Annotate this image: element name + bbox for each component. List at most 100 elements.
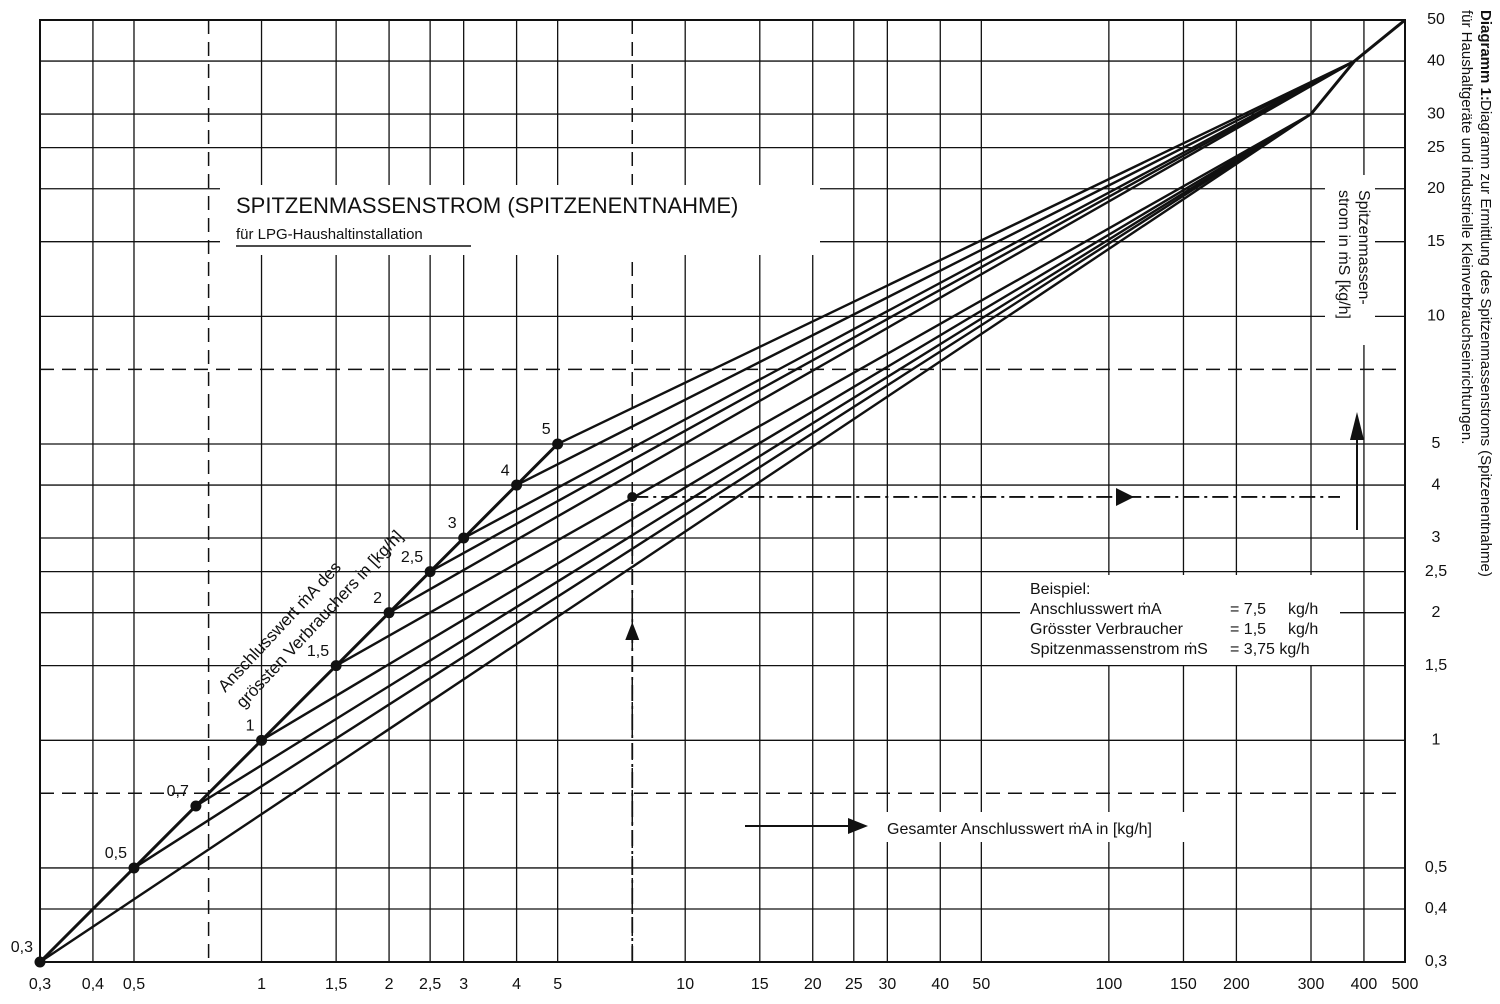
x-axis-label: Gesamter Anschlusswert ṁA in [kg/h] xyxy=(887,821,1152,838)
point xyxy=(128,862,140,874)
point-label: 4 xyxy=(501,462,510,479)
point xyxy=(330,660,342,672)
example-arrowhead xyxy=(1116,487,1134,506)
point-label: 0,5 xyxy=(105,845,127,862)
example-backdrop xyxy=(1020,575,1340,665)
point xyxy=(511,479,523,491)
x-tick-label: 10 xyxy=(676,976,694,993)
curve xyxy=(133,113,1312,869)
point xyxy=(383,607,395,619)
y-tick-label: 20 xyxy=(1427,180,1445,197)
example-rows: Anschlusswert ṁA = 7,5 kg/h Grösster Verbra… xyxy=(1030,601,1318,658)
x-tick-label: 3 xyxy=(459,976,468,993)
y-axis-label: Spitzenmassen- xyxy=(1355,190,1372,305)
example-text: = 1,5 xyxy=(1230,621,1266,638)
y-tick-label: 25 xyxy=(1427,139,1445,156)
point xyxy=(190,800,202,812)
y-tick-label: 0,3 xyxy=(1425,953,1447,970)
point xyxy=(458,532,470,544)
point-label: 2,5 xyxy=(401,549,423,566)
x-tick-label: 2 xyxy=(385,976,394,993)
trunk-curve xyxy=(1309,18,1406,116)
point-label: 5 xyxy=(542,421,551,438)
x-tick-label: 40 xyxy=(931,976,949,993)
y-tick-label: 40 xyxy=(1427,52,1445,69)
y-tick-label: 15 xyxy=(1427,233,1445,250)
x-tick-label: 5 xyxy=(553,976,562,993)
y-tick-label: 0,4 xyxy=(1425,900,1447,917)
example-text: Grösster Verbraucher xyxy=(1030,621,1184,638)
x-tick-label: 4 xyxy=(512,976,521,993)
envelope-curve xyxy=(38,442,559,964)
x-tick-label: 1,5 xyxy=(325,976,347,993)
y-tick-label: 4 xyxy=(1432,476,1441,493)
y-tick-label: 3 xyxy=(1432,529,1441,546)
y-arrowhead xyxy=(1350,412,1364,440)
y-tick-label: 0,5 xyxy=(1425,859,1447,876)
example-point xyxy=(627,491,638,502)
example-arrowhead xyxy=(625,622,640,640)
x-tick-label: 0,4 xyxy=(82,976,104,993)
y-tick-label: 10 xyxy=(1427,308,1445,325)
x-tick-label: 0,5 xyxy=(123,976,145,993)
x-tick-label: 25 xyxy=(845,976,863,993)
curve xyxy=(463,60,1356,540)
example-text: Spitzenmassenstrom ṁS xyxy=(1030,641,1208,658)
example-text: = 3,75 kg/h xyxy=(1230,641,1310,658)
point-label: 3 xyxy=(448,515,457,532)
curve xyxy=(39,113,1312,963)
curve xyxy=(335,113,1312,667)
point-label: 0,3 xyxy=(11,939,33,956)
example-title: Beispiel: xyxy=(1030,581,1090,598)
side-text: Diagramm zur Ermittlung des Spitzenmasse… xyxy=(1477,100,1494,577)
curve xyxy=(260,113,1312,742)
point xyxy=(552,438,564,450)
curve xyxy=(516,60,1356,487)
x-tick-label: 15 xyxy=(751,976,769,993)
y-tick-label: 1 xyxy=(1432,732,1441,749)
point xyxy=(34,956,46,968)
curve xyxy=(195,113,1312,808)
y-tick-label: 50 xyxy=(1427,11,1445,28)
chart-subtitle: für LPG-Haushaltinstallation xyxy=(236,226,423,243)
point-label: 0,7 xyxy=(167,783,189,800)
x-tick-label: 2,5 xyxy=(419,976,441,993)
x-arrowhead xyxy=(848,818,868,834)
title-backdrop xyxy=(220,185,820,255)
ylabel-backdrop xyxy=(1325,175,1375,345)
example-text: kg/h xyxy=(1288,601,1318,618)
x-tick-label: 100 xyxy=(1096,976,1123,993)
point-label: 1,5 xyxy=(307,643,329,660)
x-tick-label: 300 xyxy=(1298,976,1325,993)
x-tick-label: 200 xyxy=(1223,976,1250,993)
x-tick-label: 0,3 xyxy=(29,976,51,993)
point xyxy=(424,566,436,578)
example-text: kg/h xyxy=(1288,621,1318,638)
x-tick-label: 1 xyxy=(257,976,266,993)
point xyxy=(256,734,268,746)
y-tick-label: 30 xyxy=(1427,105,1445,122)
point-label: 2 xyxy=(373,590,382,607)
x-tick-label: 50 xyxy=(972,976,990,993)
example-text: Anschlusswert ṁA xyxy=(1030,601,1162,618)
x-tick-label: 20 xyxy=(804,976,822,993)
x-tick-label: 30 xyxy=(878,976,896,993)
point-label: 1 xyxy=(246,718,255,735)
grid-layer xyxy=(39,19,1406,963)
side-text: für Haushaltgeräte und industrielle Klei… xyxy=(1458,10,1475,444)
x-tick-label: 400 xyxy=(1351,976,1378,993)
curve xyxy=(429,60,1356,573)
chart-title: SPITZENMASSENSTROM (SPITZENENTNAHME) xyxy=(236,193,738,218)
curve xyxy=(557,60,1356,446)
side-title: Diagramm 1: xyxy=(1477,10,1494,101)
x-tick-label: 500 xyxy=(1392,976,1419,993)
y-axis-label: strom in ṁS [kg/h] xyxy=(1335,190,1352,319)
x-tick-label: 150 xyxy=(1170,976,1197,993)
example-text: = 7,5 xyxy=(1230,601,1266,618)
y-tick-label: 1,5 xyxy=(1425,657,1447,674)
y-tick-label: 2,5 xyxy=(1425,563,1447,580)
curve xyxy=(388,60,1356,614)
y-tick-label: 2 xyxy=(1432,604,1441,621)
